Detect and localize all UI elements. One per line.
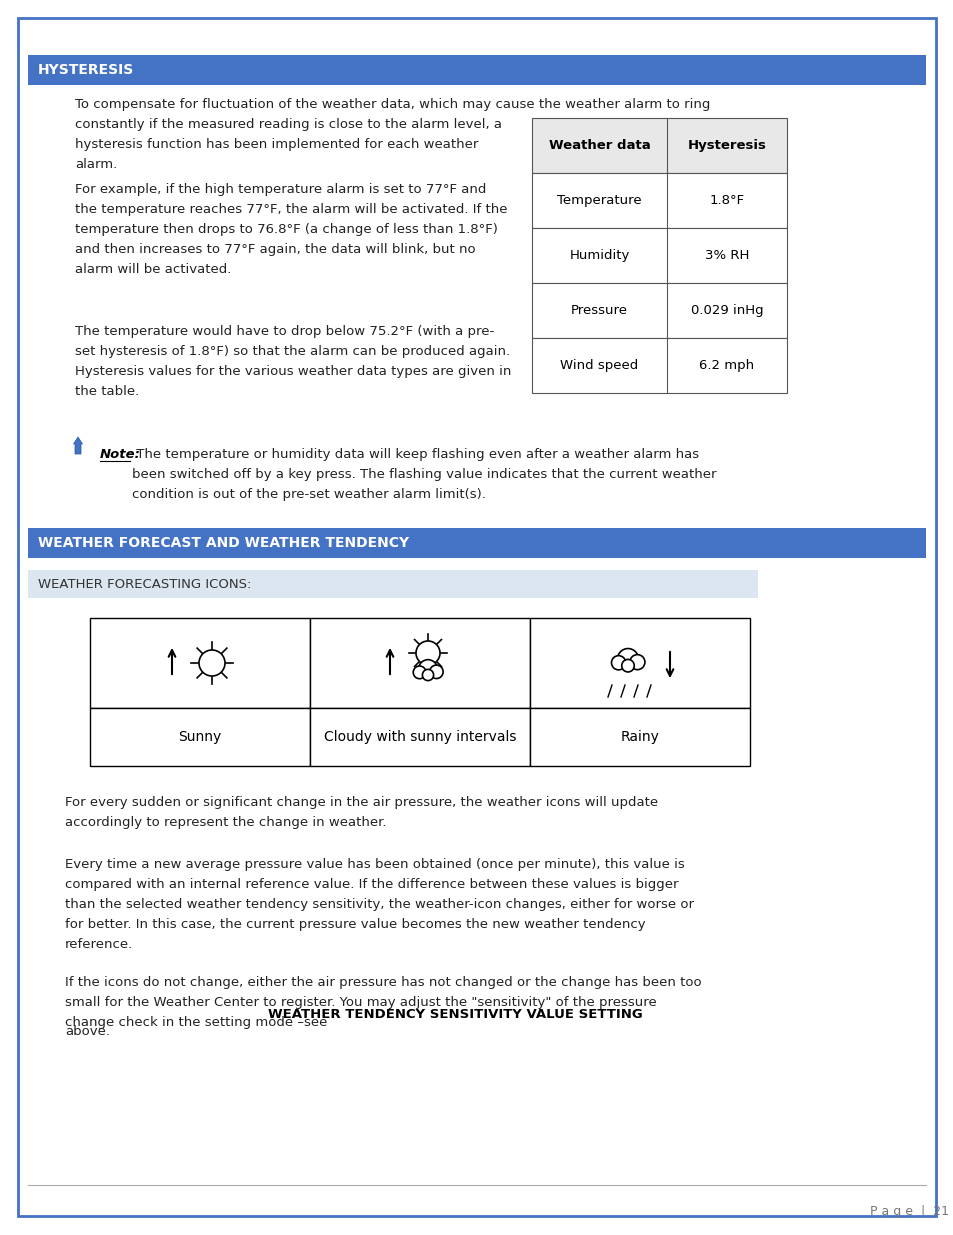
Circle shape (429, 666, 443, 678)
Text: 1.8°F: 1.8°F (709, 194, 743, 207)
Text: 0.029 inHg: 0.029 inHg (690, 304, 762, 317)
Bar (532, 338, 786, 393)
Bar (28, 529, 925, 558)
Bar (28, 571, 758, 598)
Bar (90, 708, 310, 766)
Bar (532, 228, 786, 283)
Text: Humidity: Humidity (569, 249, 629, 262)
Text: Rainy: Rainy (619, 730, 659, 743)
Text: Temperature: Temperature (557, 194, 641, 207)
Circle shape (422, 669, 434, 680)
Bar (28, 56, 925, 85)
Text: Wind speed: Wind speed (559, 359, 638, 372)
Bar (532, 283, 786, 338)
Circle shape (413, 666, 425, 679)
Text: Every time a new average pressure value has been obtained (once per minute), thi: Every time a new average pressure value … (65, 858, 693, 951)
Text: 6.2 mph: 6.2 mph (699, 359, 754, 372)
Text: WEATHER TENDENCY SENSITIVITY VALUE SETTING: WEATHER TENDENCY SENSITIVITY VALUE SETTI… (268, 1009, 642, 1021)
Text: The temperature would have to drop below 75.2°F (with a pre-
set hysteresis of 1: The temperature would have to drop below… (75, 325, 511, 398)
Circle shape (199, 650, 225, 676)
Text: WEATHER FORECAST AND WEATHER TENDENCY: WEATHER FORECAST AND WEATHER TENDENCY (38, 536, 409, 550)
Text: Pressure: Pressure (571, 304, 627, 317)
Bar (310, 618, 530, 708)
Bar (532, 119, 786, 173)
Bar (532, 173, 786, 228)
Text: To compensate for fluctuation of the weather data, which may cause the weather a: To compensate for fluctuation of the wea… (75, 98, 710, 170)
Bar (530, 618, 749, 708)
Circle shape (629, 655, 644, 669)
Bar (530, 708, 749, 766)
Text: Weather data: Weather data (548, 140, 650, 152)
Text: For example, if the high temperature alarm is set to 77°F and
the temperature re: For example, if the high temperature ala… (75, 183, 507, 275)
Text: The temperature or humidity data will keep flashing even after a weather alarm h: The temperature or humidity data will ke… (132, 448, 716, 501)
Circle shape (621, 659, 634, 672)
Text: Cloudy with sunny intervals: Cloudy with sunny intervals (323, 730, 516, 743)
Circle shape (416, 641, 439, 664)
Circle shape (418, 659, 436, 678)
Circle shape (617, 648, 638, 669)
Text: 3% RH: 3% RH (704, 249, 748, 262)
Bar (310, 708, 530, 766)
Text: HYSTERESIS: HYSTERESIS (38, 63, 134, 77)
Circle shape (611, 656, 625, 669)
Text: If the icons do not change, either the air pressure has not changed or the chang: If the icons do not change, either the a… (65, 976, 700, 1029)
Text: Hysteresis: Hysteresis (687, 140, 765, 152)
Text: Sunny: Sunny (178, 730, 221, 743)
Text: P a g e  |  21: P a g e | 21 (869, 1205, 948, 1218)
FancyArrow shape (73, 437, 82, 454)
Text: WEATHER FORECASTING ICONS:: WEATHER FORECASTING ICONS: (38, 578, 251, 590)
Text: Note:: Note: (100, 448, 141, 461)
Text: above.: above. (65, 1025, 110, 1037)
Bar (90, 618, 310, 708)
Text: For every sudden or significant change in the air pressure, the weather icons wi: For every sudden or significant change i… (65, 797, 658, 829)
